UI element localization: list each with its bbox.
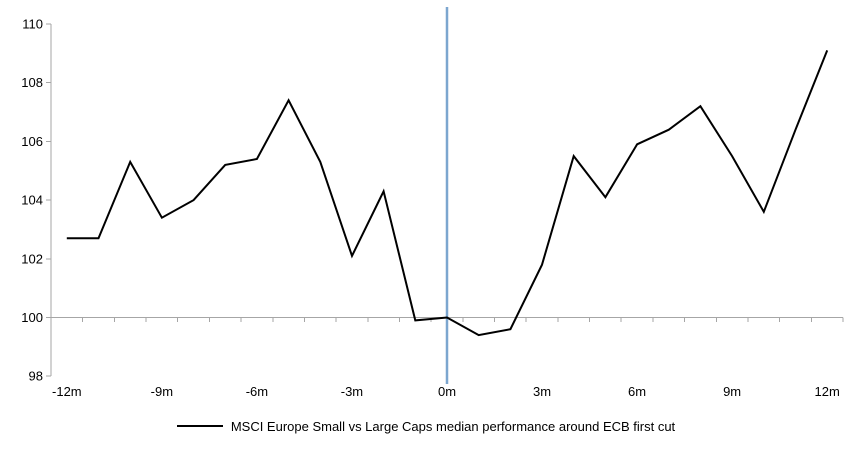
x-tick-label: -9m — [151, 384, 173, 399]
x-tick-label: -3m — [341, 384, 363, 399]
y-tick-label: 102 — [21, 251, 43, 266]
legend-line-sample — [176, 425, 223, 427]
x-tick-label: -6m — [246, 384, 268, 399]
y-tick-label: 100 — [21, 310, 43, 325]
x-tick-label: 3m — [533, 384, 551, 399]
x-tick-label: 0m — [438, 384, 456, 399]
chart-legend: MSCI Europe Small vs Large Caps median p… — [0, 418, 852, 434]
y-tick-label: 108 — [21, 75, 43, 90]
y-tick-label: 110 — [22, 17, 43, 32]
y-tick-label: 106 — [21, 134, 43, 149]
x-tick-label: -12m — [52, 384, 82, 399]
x-tick-label: 12m — [815, 384, 840, 399]
x-tick-label: 9m — [723, 384, 741, 399]
data-line — [66, 50, 829, 337]
legend-series-label: MSCI Europe Small vs Large Caps median p… — [230, 418, 676, 434]
y-tick-label: 98 — [29, 369, 43, 384]
x-tick-label: 6m — [628, 384, 646, 399]
y-tick-label: 104 — [21, 193, 43, 208]
